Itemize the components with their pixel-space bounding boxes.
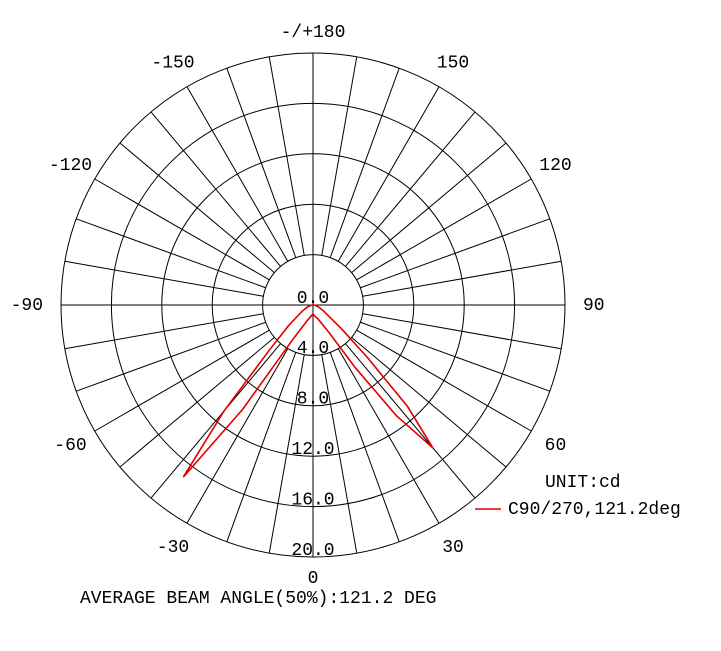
grid-line [94, 329, 270, 432]
r-tick-label: 20.0 [291, 541, 334, 561]
grid-line [321, 56, 358, 256]
grid-line [337, 348, 440, 524]
angle-tick-label: -150 [151, 53, 194, 73]
grid-line [360, 321, 550, 392]
grid-line [186, 348, 289, 524]
r-tick-label: 8.0 [297, 390, 329, 410]
angle-tick-label: 150 [437, 53, 469, 73]
series-line [182, 304, 434, 478]
angle-tick-label: -120 [49, 156, 92, 176]
r-tick-label: 0.0 [297, 289, 329, 309]
grid-line [64, 313, 264, 350]
r-tick-label: 4.0 [297, 339, 329, 359]
grid-line [321, 354, 358, 554]
r-tick-label: 12.0 [291, 440, 334, 460]
unit-label: UNIT:cd [545, 473, 621, 493]
grid-line [64, 260, 264, 297]
angle-tick-label: 60 [545, 436, 567, 456]
grid-line [362, 313, 562, 350]
grid-line [186, 86, 289, 262]
grid-line [362, 260, 562, 297]
angle-tick-label: 0 [308, 569, 319, 589]
grid-line [226, 68, 297, 258]
grid-line [76, 321, 266, 392]
grid-line [226, 352, 297, 542]
grid-line [345, 111, 476, 267]
angle-tick-label: 120 [539, 156, 571, 176]
grid-line [351, 337, 507, 468]
grid-line [150, 343, 281, 499]
grid-line [360, 218, 550, 289]
grid-line [337, 86, 440, 262]
grid-line [119, 337, 275, 468]
angle-tick-label: -/+180 [281, 23, 346, 43]
grid-line [329, 68, 400, 258]
grid-line [268, 354, 305, 554]
grid-line [119, 142, 275, 273]
angle-tick-label: -30 [157, 538, 189, 558]
grid-line [150, 111, 281, 267]
footer-text: AVERAGE BEAM ANGLE(50%):121.2 DEG [80, 589, 436, 609]
grid-line [351, 142, 507, 273]
grid-line [345, 343, 476, 499]
angle-tick-label: -60 [54, 436, 86, 456]
angle-tick-label: 90 [583, 296, 605, 316]
grid-line [268, 56, 305, 256]
grid-line [76, 218, 266, 289]
angle-tick-label: 30 [442, 538, 464, 558]
legend-label: C90/270,121.2deg [508, 500, 681, 520]
grid-line [356, 178, 532, 281]
grid-line [94, 178, 270, 281]
angle-tick-label: -90 [11, 296, 43, 316]
grid-line [356, 329, 532, 432]
r-tick-label: 16.0 [291, 490, 334, 510]
grid-line [329, 352, 400, 542]
